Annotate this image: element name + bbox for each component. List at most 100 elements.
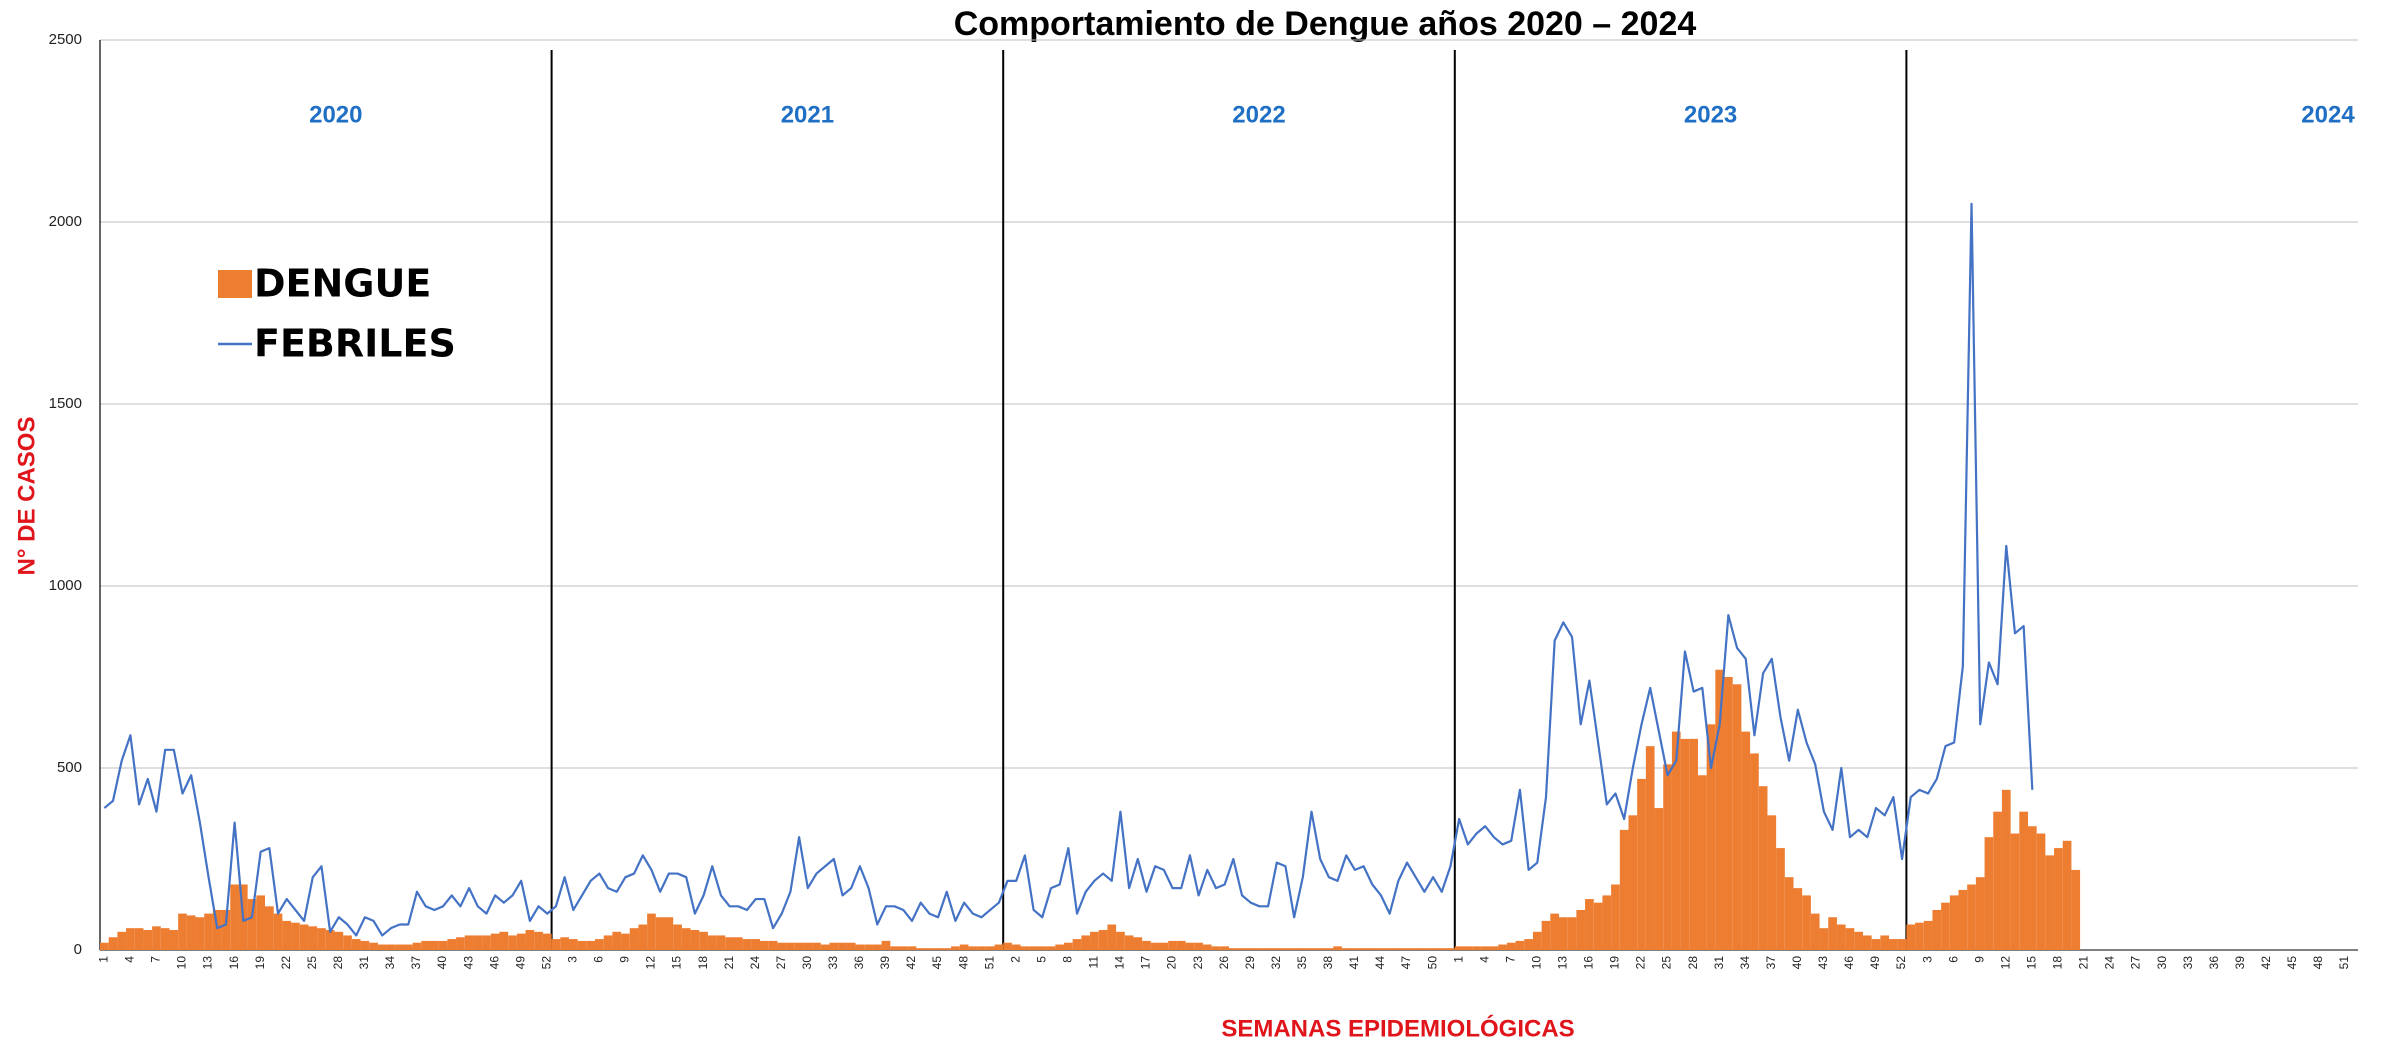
bar: [1593, 902, 1603, 950]
bar: [716, 935, 726, 950]
x-tick-label: 28: [331, 956, 345, 970]
bar: [768, 940, 778, 950]
bar: [204, 913, 213, 950]
x-tick-label: 51: [982, 956, 996, 970]
bar: [673, 924, 682, 950]
bar: [542, 933, 552, 950]
bar: [803, 942, 813, 950]
x-tick-label: 33: [2181, 956, 2195, 970]
year-label: 2020: [309, 101, 362, 128]
x-tick-label: 3: [1920, 956, 1934, 963]
bar: [1541, 920, 1551, 950]
bar: [456, 937, 465, 950]
bar: [2027, 826, 2037, 950]
bar: [1689, 738, 1698, 950]
bar: [864, 944, 873, 950]
bar: [725, 937, 734, 950]
bar: [395, 944, 404, 950]
bar: [1315, 948, 1325, 950]
bar: [1941, 902, 1950, 950]
bar: [1055, 944, 1064, 950]
bar: [1532, 931, 1542, 950]
bar: [291, 922, 300, 950]
x-tick-label: 1: [97, 956, 111, 963]
bar: [1411, 948, 1421, 950]
bar: [1993, 811, 2002, 950]
bar: [186, 915, 196, 950]
x-tick-label: 42: [904, 956, 918, 970]
x-tick-label: 9: [1972, 956, 1986, 963]
bar: [403, 944, 413, 950]
bar: [925, 948, 934, 950]
bar: [1463, 946, 1473, 950]
bar: [1211, 946, 1221, 950]
bar: [1845, 928, 1855, 950]
bar: [464, 935, 474, 950]
bar: [621, 933, 630, 950]
bar: [1906, 924, 1916, 950]
bar: [829, 942, 839, 950]
bar: [1975, 877, 1985, 950]
bar: [343, 935, 352, 950]
bar: [1741, 731, 1751, 950]
bar: [447, 939, 457, 950]
bar: [1133, 937, 1143, 950]
bar: [1889, 939, 1898, 950]
y-tick-label: 0: [74, 941, 82, 958]
bar: [751, 939, 761, 950]
bar: [2001, 789, 2011, 950]
bar: [117, 931, 127, 950]
x-tick-label: 29: [1243, 956, 1257, 970]
bar: [212, 909, 222, 950]
bar: [534, 931, 543, 950]
x-tick-label: 37: [1764, 956, 1778, 970]
bar: [1498, 944, 1507, 950]
x-tick-label: 3: [565, 956, 579, 963]
x-tick-label: 38: [1321, 956, 1335, 970]
bar: [1663, 764, 1672, 950]
bar: [221, 909, 231, 950]
bar: [1263, 948, 1273, 950]
bar: [2054, 848, 2063, 950]
bar: [1602, 895, 1612, 950]
x-tick-label: 6: [1946, 956, 1960, 963]
bar: [1220, 946, 1229, 950]
bar: [1967, 884, 1976, 950]
bar: [1307, 948, 1316, 950]
bar: [473, 935, 483, 950]
bar: [160, 928, 170, 950]
bar: [516, 933, 526, 950]
x-tick-label: 39: [2233, 956, 2247, 970]
x-tick-label: 32: [1269, 956, 1283, 970]
bar: [907, 946, 917, 950]
x-tick-label: 22: [279, 956, 293, 970]
x-tick-label: 19: [1608, 956, 1622, 970]
bar: [1194, 942, 1203, 950]
bar: [1576, 909, 1586, 950]
bar: [1515, 940, 1525, 950]
bar: [846, 942, 856, 950]
bar: [1402, 948, 1412, 950]
bar: [1150, 942, 1160, 950]
x-tick-label: 25: [305, 956, 319, 970]
x-tick-label: 51: [2337, 956, 2351, 970]
x-tick-label: 8: [1061, 956, 1075, 963]
bar: [430, 940, 439, 950]
bar: [377, 944, 387, 950]
x-tick-label: 40: [435, 956, 449, 970]
line: [103, 202, 2034, 937]
x-tick-label: 10: [175, 956, 189, 970]
bar: [1081, 935, 1091, 950]
x-tick-label: 24: [2103, 956, 2117, 970]
x-tick-label: 28: [1686, 956, 1700, 970]
bar: [1958, 889, 1968, 950]
bar: [655, 917, 665, 950]
year-label: 2023: [1684, 101, 1737, 128]
bar: [1524, 939, 1533, 950]
y-tick-label: 1500: [49, 395, 82, 412]
x-tick-label: 20: [1165, 956, 1179, 970]
bar: [595, 939, 604, 950]
bar: [933, 948, 943, 950]
bar: [143, 929, 153, 950]
